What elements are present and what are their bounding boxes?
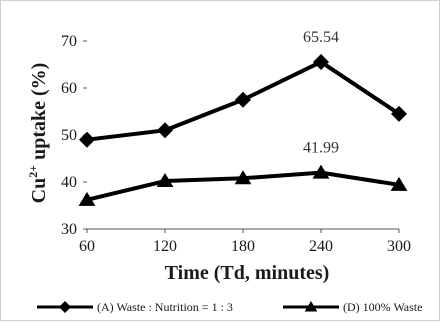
legend-label: (D) 100% Waste bbox=[343, 300, 422, 314]
data-point bbox=[312, 164, 330, 179]
x-axis-title: Time (Td, minutes) bbox=[165, 262, 330, 284]
legend-label: (A) Waste : Nutrition = 1 : 3 bbox=[97, 300, 233, 314]
axes: 30 40 50 60 70 60 120 180 240 300 bbox=[61, 33, 411, 255]
x-tick-label: 60 bbox=[79, 238, 95, 255]
x-tick-label: 300 bbox=[387, 238, 411, 255]
y-axis-title-ion: Cu bbox=[28, 178, 50, 204]
y-tick-label: 30 bbox=[61, 221, 77, 238]
legend-item: (D) 100% Waste bbox=[283, 300, 422, 314]
data-point bbox=[235, 91, 251, 108]
series-d bbox=[78, 164, 408, 206]
y-axis-title-text: uptake (%) bbox=[28, 63, 50, 165]
legend-swatch-marker bbox=[304, 301, 318, 312]
data-label: 65.54 bbox=[303, 29, 339, 46]
legend-swatch-marker bbox=[59, 301, 71, 313]
y-tick-label: 40 bbox=[61, 174, 77, 191]
y-tick-label: 70 bbox=[61, 33, 77, 50]
y-axis-title-charge: 2+ bbox=[26, 165, 40, 178]
data-point bbox=[156, 173, 174, 188]
data-point bbox=[390, 176, 408, 191]
annotation-layer: 65.54 41.99 bbox=[303, 29, 339, 157]
data-point bbox=[313, 53, 329, 70]
data-point bbox=[79, 131, 95, 148]
chart-frame: 30 40 50 60 70 60 120 180 240 300 65.54 41.99 Time… bbox=[0, 0, 440, 321]
legend-item: (A) Waste : Nutrition = 1 : 3 bbox=[37, 300, 233, 314]
legend: (A) Waste : Nutrition = 1 : 3 (D) 100% Wa… bbox=[37, 300, 422, 314]
y-tick-label: 60 bbox=[61, 80, 77, 97]
data-point bbox=[78, 191, 96, 206]
x-tick-label: 240 bbox=[309, 238, 333, 255]
data-point bbox=[157, 122, 173, 139]
data-label: 41.99 bbox=[303, 140, 339, 157]
y-axis-title: Cu2+ uptake (%) bbox=[26, 63, 50, 204]
series-layer bbox=[78, 53, 408, 206]
series-a bbox=[79, 53, 407, 148]
line-chart: 30 40 50 60 70 60 120 180 240 300 65.54 41.99 Time… bbox=[26, 29, 422, 314]
x-tick-label: 180 bbox=[231, 238, 255, 255]
data-point bbox=[234, 170, 252, 185]
y-tick-label: 50 bbox=[61, 127, 77, 144]
x-tick-label: 120 bbox=[153, 238, 177, 255]
data-point bbox=[391, 105, 407, 122]
